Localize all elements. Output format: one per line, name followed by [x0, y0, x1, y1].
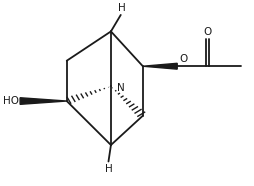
Text: O: O	[179, 54, 187, 64]
Polygon shape	[20, 98, 67, 104]
Text: N: N	[117, 83, 125, 93]
Text: HO: HO	[3, 96, 19, 106]
Polygon shape	[143, 63, 177, 69]
Text: O: O	[204, 27, 212, 37]
Text: H: H	[105, 164, 112, 174]
Text: H: H	[118, 3, 126, 13]
